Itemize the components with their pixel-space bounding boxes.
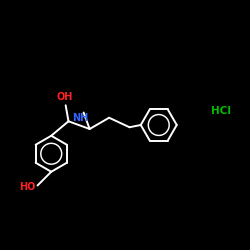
Text: NH: NH [72,113,88,123]
Text: HO: HO [19,182,36,192]
Text: HCl: HCl [211,106,231,116]
Text: OH: OH [56,92,72,102]
